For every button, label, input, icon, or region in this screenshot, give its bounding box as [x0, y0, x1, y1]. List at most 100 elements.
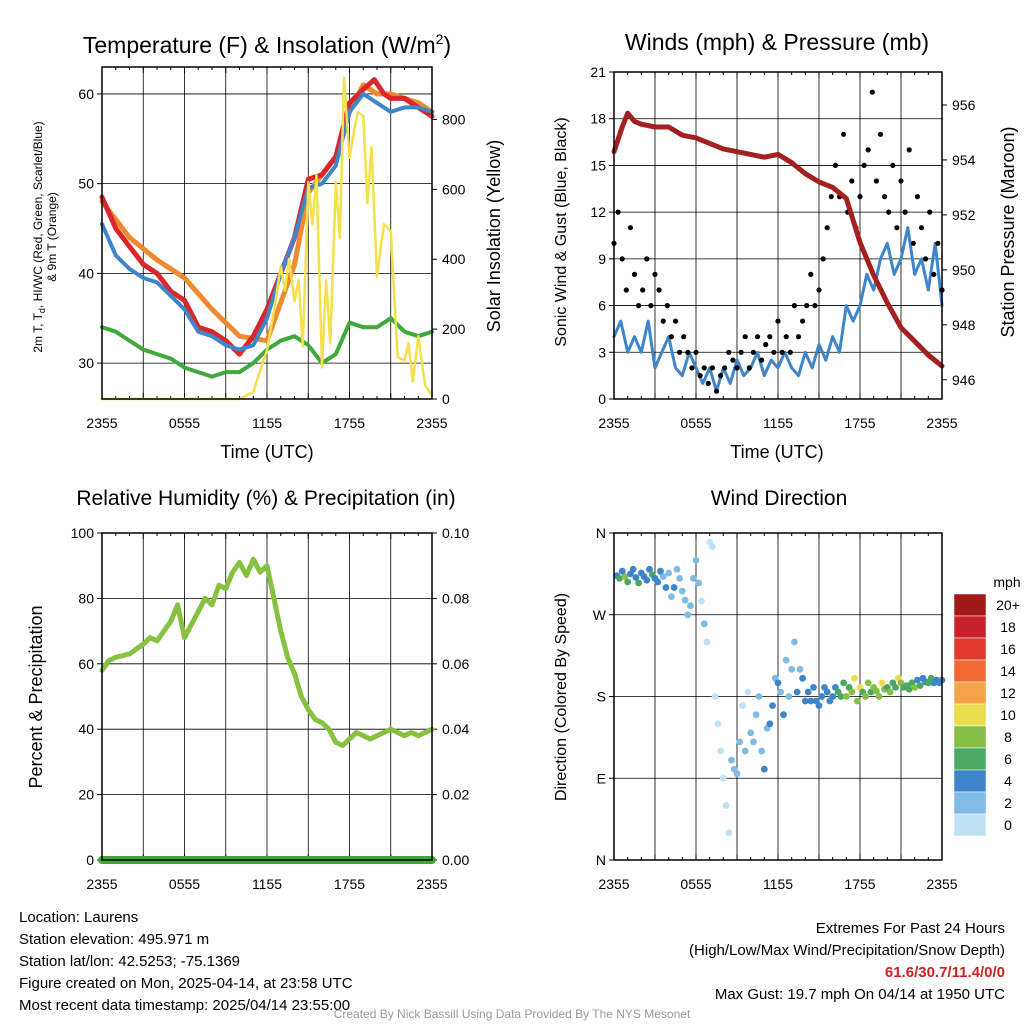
direction-point — [665, 569, 673, 577]
temperature-xtick-label: 1755 — [334, 415, 365, 431]
direction-point — [823, 688, 831, 696]
gust-point — [767, 334, 773, 340]
colorbar-label: 4 — [1004, 773, 1012, 789]
direction-point — [916, 682, 924, 689]
extremes-info: Extremes For Past 24 Hours (High/Low/Max… — [689, 918, 1005, 1006]
temperature-ytick-label: 30 — [78, 355, 94, 371]
gust-point — [718, 373, 724, 379]
direction-point — [684, 611, 692, 619]
gust-point — [910, 240, 916, 246]
gust-point — [804, 303, 810, 309]
wind-ytick-label: 6 — [598, 298, 606, 314]
direction-point — [632, 574, 640, 581]
gust-point — [697, 373, 703, 379]
direction-point — [703, 638, 711, 646]
humidity-plot-area: 0 20 40 60 80 100 2355 0555 1155 1755 2355 0.00 0.02… — [71, 525, 470, 892]
direction-point — [673, 565, 681, 573]
direction-point — [886, 688, 894, 696]
gust-point — [677, 349, 683, 355]
colorbar-label: 2 — [1004, 795, 1012, 811]
wind-ylabel-right: Station Pressure (Maroon) — [998, 126, 1018, 337]
extremes-title: Extremes For Past 24 Hours — [815, 920, 1005, 937]
direction-point — [739, 702, 746, 709]
gust-point — [923, 256, 929, 262]
gust-point — [800, 318, 806, 324]
direction-point — [782, 656, 790, 664]
temperature-ytick-label: 50 — [78, 176, 94, 192]
humidity-y2tick-label: 0.06 — [442, 656, 469, 672]
gust-point — [877, 131, 884, 137]
gust-point — [730, 357, 736, 363]
humidity-y2tick-label: 0.02 — [442, 787, 469, 803]
direction-point — [725, 829, 733, 837]
direction-point — [774, 679, 782, 687]
direction-point — [744, 688, 752, 696]
direction-point — [807, 697, 815, 705]
wind-y2tick-label: 954 — [952, 152, 976, 168]
gust-point — [828, 194, 834, 200]
gust-point — [808, 271, 814, 277]
colorbar-label: 8 — [1004, 729, 1012, 745]
direction-point — [736, 738, 744, 746]
direction-point — [777, 688, 785, 696]
wind-ytick-label: 3 — [598, 344, 606, 360]
gust-point — [750, 349, 757, 355]
gust-point — [779, 349, 785, 355]
gust-point — [918, 225, 925, 231]
gust-point — [685, 349, 691, 355]
direction-point — [914, 676, 921, 684]
humidity-xtick-label: 2355 — [416, 876, 447, 892]
gust-point — [709, 365, 716, 371]
direction-point — [711, 693, 719, 700]
direction-point — [643, 576, 651, 584]
direction-point — [670, 584, 678, 591]
gust-point — [812, 303, 818, 309]
direction-point — [818, 693, 826, 700]
wind-y2tick-label: 952 — [952, 207, 976, 223]
wind-axes-border — [613, 71, 943, 400]
gust-point — [902, 209, 908, 215]
station-latlon: Station lat/lon: 42.5253; -75.1369 — [19, 953, 241, 970]
direction-ytick-label: N — [596, 525, 606, 541]
direction-point — [709, 543, 716, 550]
direction-point — [657, 567, 664, 575]
humidity-y2tick-label: 0.10 — [442, 525, 469, 541]
colorbar-label: 16 — [1000, 641, 1016, 657]
gust-point — [681, 334, 687, 340]
colorbar-label: 20+ — [996, 597, 1020, 613]
direction-point — [810, 684, 817, 691]
temperature-panel: Temperature (F) & Insolation (W/m2) 30 40… — [31, 31, 504, 462]
gust-point — [664, 303, 670, 309]
humidity-xtick-label: 1155 — [252, 876, 282, 892]
direction-point — [659, 573, 667, 580]
gust-point — [746, 365, 752, 371]
temperature-y2tick-label: 400 — [442, 251, 466, 267]
wind-ytick-label: 0 — [598, 391, 606, 407]
gust-point — [861, 162, 867, 168]
colorbar-label: 6 — [1004, 751, 1012, 767]
direction-point — [864, 679, 872, 687]
colorbar-unit: mph — [993, 574, 1020, 590]
gust-point — [931, 271, 937, 277]
colorbar-label: 12 — [1000, 685, 1016, 701]
direction-point — [687, 602, 694, 610]
direction-point — [911, 684, 919, 691]
colorbar-swatch — [953, 659, 987, 683]
gust-point — [935, 240, 941, 246]
gust-point — [882, 194, 888, 200]
direction-point — [689, 575, 697, 582]
direction-point — [747, 729, 755, 737]
direction-point — [676, 575, 683, 582]
direction-point — [717, 747, 724, 755]
temperature-y2tick-label: 600 — [442, 181, 466, 197]
temperature-ytick-label: 60 — [78, 86, 94, 102]
direction-xtick-label: 1155 — [763, 876, 793, 892]
humidity-ytick-label: 80 — [78, 590, 94, 606]
station-location: Location: Laurens — [19, 909, 139, 926]
gust-point — [754, 334, 761, 340]
speed-colorbar: mph 20+ 18 16 14 12 10 8 6 4 2 0 — [953, 574, 1021, 837]
direction-point — [780, 711, 787, 719]
gust-point — [849, 178, 855, 184]
gust-point — [771, 349, 777, 355]
humidity-panel-title: Relative Humidity (%) & Precipitation (i… — [76, 487, 455, 510]
